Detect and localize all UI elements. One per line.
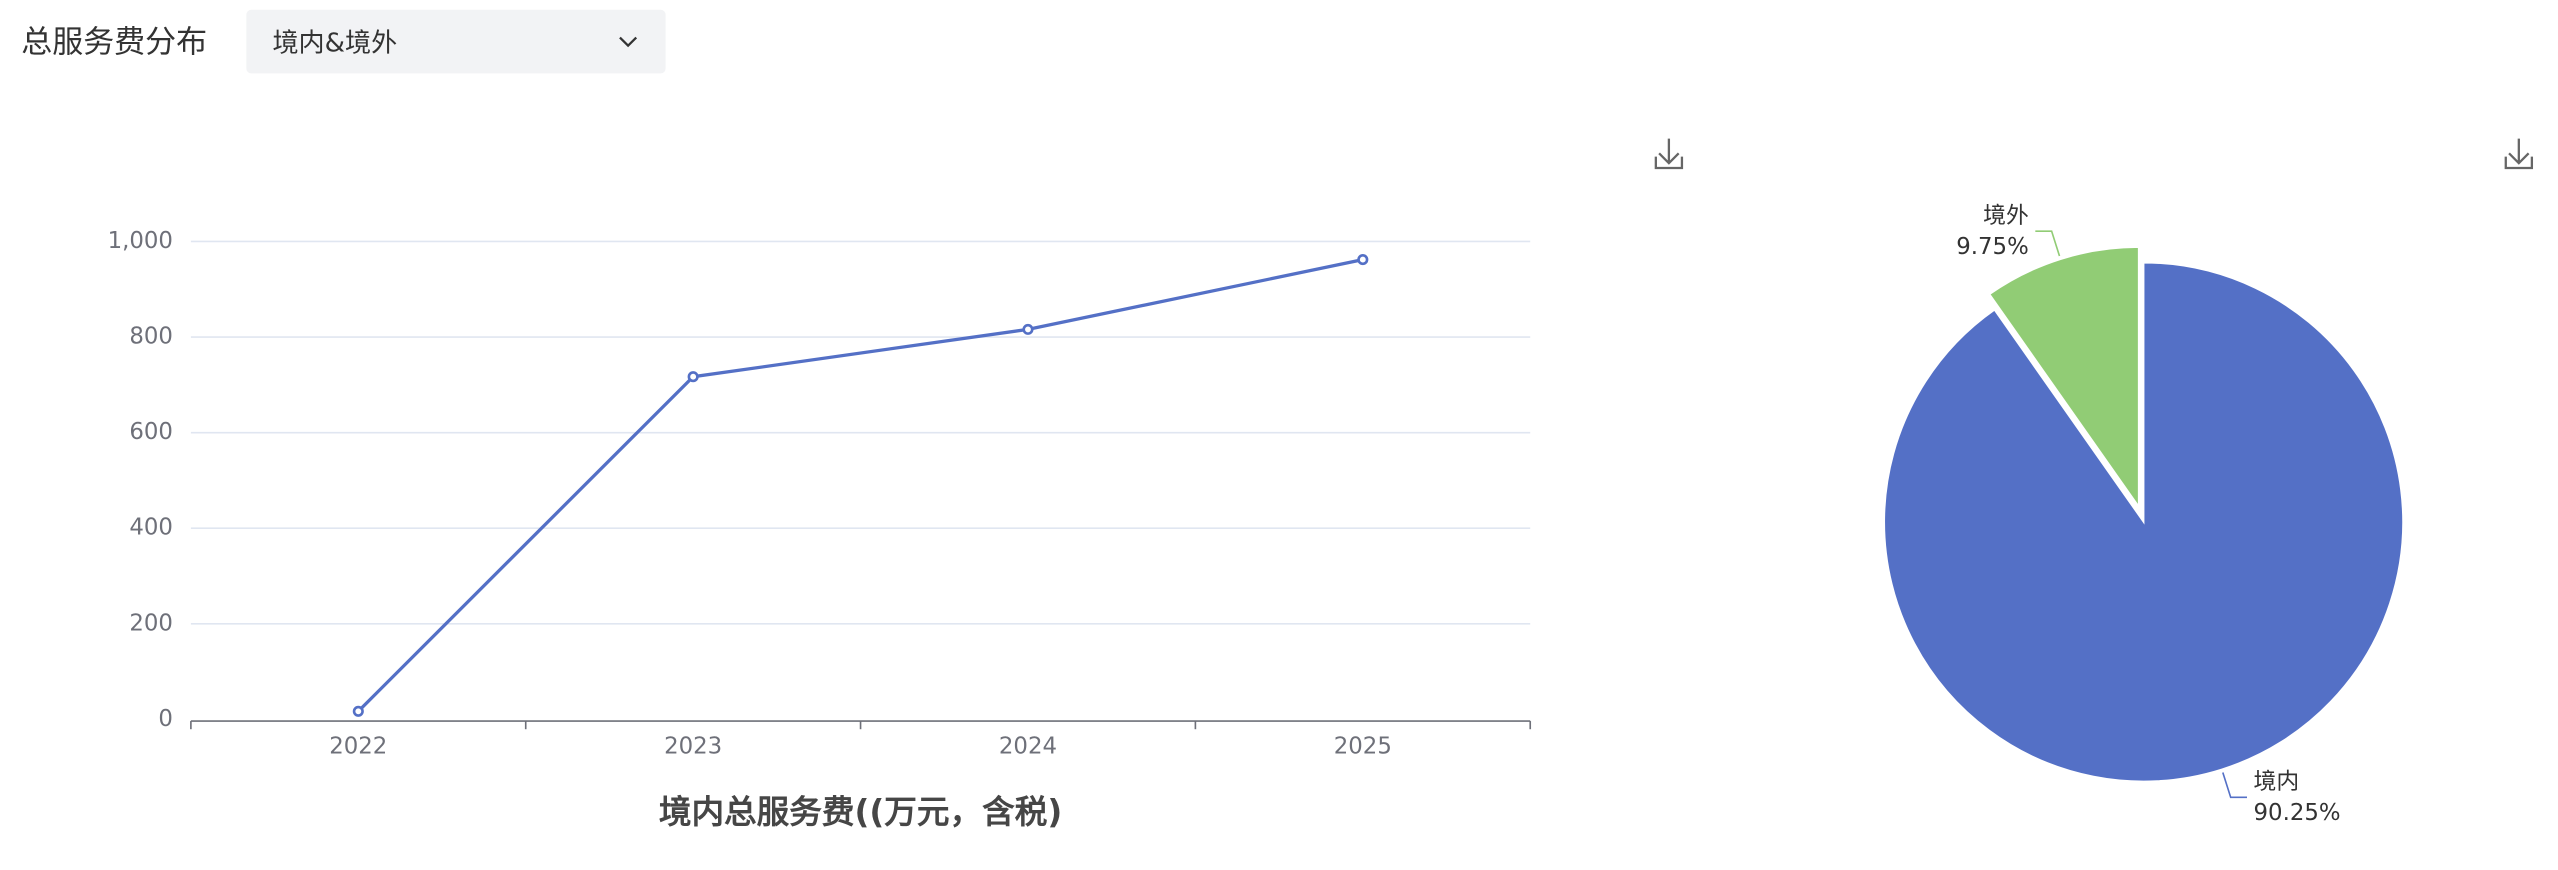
pie-slice [1988, 246, 2140, 510]
pie-label: 境外 [1983, 203, 2029, 229]
dropdown-value[interactable]: 境内&境外 [272, 29, 397, 59]
y-tick-label: 1,000 [108, 228, 173, 254]
pie-value-label: 9.75% [1956, 234, 2029, 260]
x-axis-label: 境内总服务费((万元，含税) [659, 793, 1062, 831]
y-tick-label: 800 [129, 324, 173, 350]
download-icon[interactable] [1654, 138, 1684, 170]
leader-line [2222, 772, 2247, 799]
dropdown-arrow[interactable] [619, 36, 638, 48]
y-tick-label: 0 [158, 706, 173, 732]
dropdown[interactable]: 境内&境外 [246, 9, 666, 74]
y-tick-label: 600 [129, 419, 173, 445]
pie-slice [1883, 261, 2404, 783]
x-tick-label: 2022 [329, 734, 387, 760]
point [1357, 254, 1369, 266]
line [357, 258, 1364, 713]
pie-label: 境内 [2254, 769, 2300, 795]
download-icon[interactable] [2504, 138, 2534, 170]
leader-line [2035, 230, 2061, 257]
x-tick-label: 2023 [664, 734, 722, 760]
pie-value-label: 90.25% [2254, 800, 2341, 826]
point [687, 371, 699, 383]
point [352, 705, 364, 717]
x-tick-label: 2025 [1334, 734, 1392, 760]
y-tick-label: 400 [129, 515, 173, 541]
y-tick-label: 200 [129, 610, 173, 636]
x-tick-label: 2024 [999, 734, 1057, 760]
point [1022, 323, 1034, 335]
dropdown-box[interactable] [246, 9, 666, 74]
page-title: 总服务费分布 [21, 25, 207, 61]
